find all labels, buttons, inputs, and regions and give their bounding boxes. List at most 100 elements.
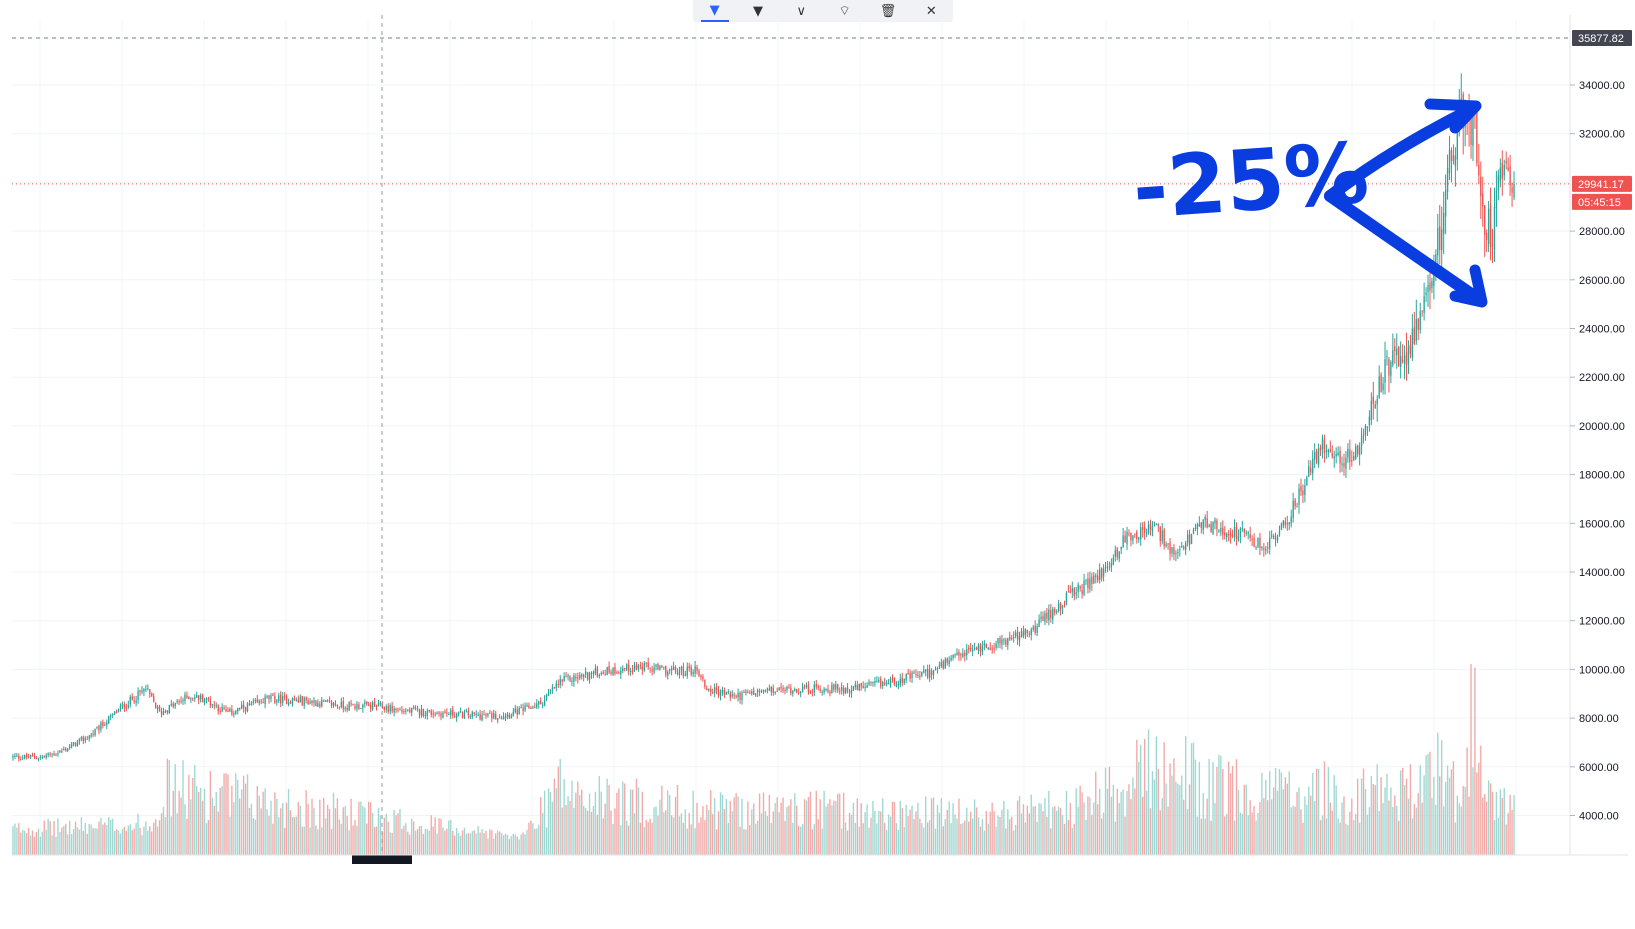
candle-body (244, 707, 247, 712)
volume-bar (1186, 809, 1189, 855)
candle-body (852, 686, 855, 691)
candle-body (430, 710, 432, 715)
volume-bar (872, 800, 874, 855)
candle-body (725, 691, 728, 695)
volume-bar (579, 795, 581, 855)
volume-bar (1009, 819, 1011, 855)
style-dropdown-icon[interactable]: ▼ (752, 3, 763, 19)
volume-bar (252, 818, 255, 855)
candle-body (67, 748, 69, 751)
candle-body (960, 654, 962, 656)
candle-body (1313, 452, 1316, 460)
candle-body (723, 690, 726, 696)
volume-bar (242, 775, 245, 855)
volume-bar (512, 833, 515, 855)
candle-body (1093, 575, 1095, 584)
candle-body (1061, 605, 1064, 608)
candle-body (317, 702, 319, 707)
candle-body (565, 676, 567, 678)
candle-body (49, 753, 51, 755)
volume-bar (1366, 814, 1369, 855)
candle-body (497, 718, 499, 721)
candle-body (1102, 568, 1105, 577)
candle-body (708, 688, 710, 691)
candle-body (35, 758, 38, 760)
candle-body (1274, 538, 1277, 540)
drawing-annotation[interactable]: -25% (1130, 98, 1488, 308)
volume-bar (68, 820, 71, 855)
volume-bar (1143, 738, 1146, 855)
candle-body (1456, 125, 1459, 160)
volume-bar (459, 835, 462, 855)
candle-body (420, 709, 423, 716)
candle-body (412, 706, 415, 709)
volume-bar (1069, 803, 1072, 855)
volume-bar (786, 806, 788, 855)
candle-body (825, 688, 827, 690)
volume-bar (113, 830, 116, 855)
volume-bar (1057, 806, 1060, 855)
candle-body (387, 706, 389, 712)
volume-bar (452, 831, 454, 855)
candle-body (1128, 533, 1130, 535)
candle-body (375, 704, 378, 708)
candle-body (1290, 516, 1292, 524)
candle-body (641, 666, 644, 670)
trash-icon[interactable]: 🗑 (879, 3, 897, 19)
volume-bar (661, 785, 663, 855)
volume-bar (1128, 784, 1130, 855)
volume-bar (799, 826, 802, 855)
close-icon[interactable]: ✕ (925, 3, 937, 19)
axis-tick-label: 12000.00 (1579, 616, 1625, 628)
volume-bar (897, 829, 900, 855)
candle-body (698, 670, 700, 677)
volume-bar (1302, 822, 1304, 855)
volume-bar (467, 833, 470, 855)
lock-icon[interactable]: ⌔ (838, 4, 851, 19)
volume-bar (485, 830, 487, 855)
volume-bar (819, 799, 821, 855)
annotation-text[interactable]: -25% (1130, 124, 1372, 238)
candle-body (743, 692, 745, 694)
candle-body (710, 689, 712, 692)
volume-bar (164, 816, 167, 855)
pointer-tool-icon[interactable]: ▼ (700, 0, 729, 22)
volume-bar (1333, 775, 1335, 855)
volume-bar (178, 790, 180, 855)
volume-bar (282, 802, 284, 855)
candle-body (948, 660, 950, 665)
volume-bar (1329, 802, 1331, 855)
volume-bar (1274, 767, 1277, 855)
volume-bar (1188, 784, 1191, 855)
candle-body (1353, 456, 1355, 461)
candle-body (1325, 450, 1328, 452)
candle-body (944, 659, 946, 669)
candle-body (1048, 609, 1050, 621)
candle-body (1386, 356, 1388, 358)
candle-body (1482, 193, 1484, 207)
settings-dropdown-icon[interactable]: ∨ (796, 3, 807, 19)
candle-body (803, 686, 806, 688)
volume-bar (387, 821, 389, 855)
candle-body (506, 713, 509, 718)
volume-bar (1079, 785, 1081, 855)
volume-bar (823, 790, 825, 855)
price-axis[interactable]: 4000.006000.008000.0010000.0012000.00140… (1569, 15, 1632, 855)
volume-bar (1425, 755, 1427, 855)
candle-body (1306, 477, 1308, 485)
volume-bar (338, 819, 341, 855)
volume-bar (1104, 767, 1107, 855)
volume-bar (1089, 797, 1091, 855)
candle-body (792, 690, 794, 694)
candle-body (1151, 526, 1154, 531)
candle-body (25, 754, 28, 758)
volume-bar (418, 826, 421, 855)
candle-body (1085, 580, 1087, 582)
candle-body (1063, 604, 1066, 606)
volume-bar (1044, 798, 1046, 855)
volume-bar (635, 778, 638, 855)
candle-body (778, 687, 780, 691)
candle-body (622, 668, 624, 672)
